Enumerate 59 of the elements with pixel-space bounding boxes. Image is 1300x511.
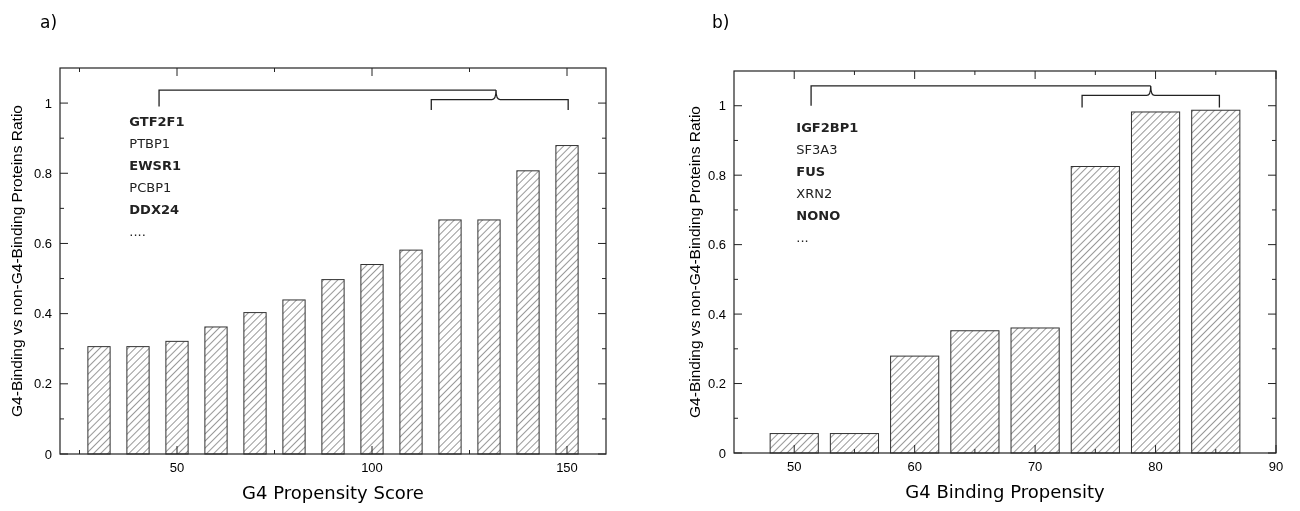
annotation: SF3A3 — [796, 142, 838, 158]
bar — [165, 340, 189, 455]
bar — [438, 219, 462, 455]
x-tick-label: 50 — [786, 459, 802, 474]
annotation: IGF2BP1 — [796, 120, 859, 136]
bar — [282, 299, 306, 455]
annotation: NONO — [796, 208, 841, 224]
annotation: PCBP1 — [129, 179, 172, 195]
bar — [769, 433, 819, 454]
annotation: DDX24 — [129, 201, 180, 217]
bar — [126, 346, 150, 455]
x-tick-label: 90 — [1268, 459, 1284, 474]
y-tick-label: 0.8 — [33, 165, 52, 181]
y-tick-label: 0 — [44, 446, 52, 462]
bar — [829, 433, 880, 454]
chart-title: a) — [40, 12, 58, 32]
bar — [1070, 166, 1120, 454]
annotation: .... — [129, 223, 146, 239]
y-tick-label: 0.6 — [707, 237, 726, 253]
y-tick-label: 0.4 — [33, 306, 52, 322]
annotation: EWSR1 — [129, 157, 181, 173]
bar — [243, 312, 267, 455]
annotation: PTBP1 — [129, 135, 171, 151]
y-tick-label: 0 — [718, 445, 726, 461]
bar — [87, 346, 111, 455]
bar — [1130, 111, 1181, 454]
y-tick-label: 0.8 — [707, 167, 726, 183]
x-tick-label: 80 — [1148, 459, 1163, 474]
annotation: XRN2 — [796, 186, 833, 202]
x-tick-label: 150 — [556, 460, 578, 475]
bar — [1010, 327, 1060, 454]
bar — [204, 326, 228, 455]
annotation: FUS — [796, 164, 826, 180]
y-tick-label: 1 — [718, 98, 726, 114]
x-tick-label: 50 — [169, 460, 185, 475]
x-tick-label: 100 — [361, 460, 383, 475]
bar — [477, 219, 501, 455]
y-tick-label: 0.2 — [33, 376, 52, 392]
bar — [1191, 109, 1241, 454]
bar — [321, 279, 345, 455]
bar — [950, 330, 1000, 454]
bar — [399, 249, 423, 455]
bar — [516, 170, 540, 455]
bar — [360, 264, 384, 455]
y-tick-label: 0.2 — [707, 376, 726, 392]
x-tick-label: 70 — [1027, 459, 1043, 474]
y-tick-label: 0.6 — [33, 235, 52, 251]
annotation: GTF2F1 — [129, 113, 185, 129]
y-tick-label: 1 — [44, 95, 52, 111]
x-axis-title: G4 Propensity Score — [242, 482, 424, 503]
annotation: ... — [796, 230, 809, 246]
chart-title: b) — [712, 12, 730, 32]
y-axis-title: G4-Binding vs non-G4-Binding Proteins Ratio — [8, 105, 25, 417]
x-axis-title: G4 Binding Propensity — [905, 481, 1106, 502]
bar — [890, 355, 940, 454]
y-tick-label: 0.4 — [707, 306, 726, 322]
y-axis-title: G4-Binding vs non-G4-Binding Proteins Ratio — [686, 106, 703, 418]
bar — [555, 145, 579, 455]
x-tick-label: 60 — [907, 459, 922, 474]
